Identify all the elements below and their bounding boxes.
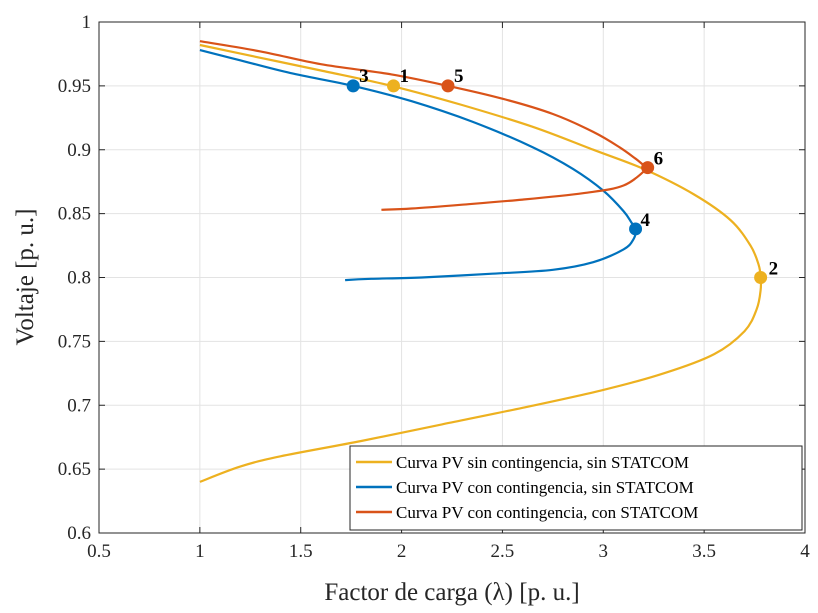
x-axis-title: Factor de carga (λ) [p. u.] bbox=[324, 579, 579, 606]
point-marker-6 bbox=[641, 161, 655, 175]
point-marker-1 bbox=[387, 79, 401, 93]
legend: Curva PV sin contingencia, sin STATCOM Cu… bbox=[349, 445, 803, 531]
y-tick-label: 0.75 bbox=[58, 331, 91, 352]
y-tick-label: 1 bbox=[82, 12, 92, 33]
point-marker-3 bbox=[346, 79, 360, 93]
point-label-3: 3 bbox=[359, 66, 369, 87]
point-label-6: 6 bbox=[654, 149, 664, 170]
y-tick-label: 0.8 bbox=[67, 268, 91, 289]
x-tick-label: 0.5 bbox=[87, 541, 111, 562]
y-tick-label: 0.7 bbox=[67, 395, 91, 416]
point-label-2: 2 bbox=[769, 259, 779, 280]
y-tick-label: 0.85 bbox=[58, 204, 91, 225]
x-tick-label: 2 bbox=[397, 541, 407, 562]
y-tick-label: 0.6 bbox=[67, 523, 91, 544]
series-line-2 bbox=[199, 49, 637, 282]
point-label-4: 4 bbox=[641, 210, 651, 231]
x-tick-label: 1 bbox=[195, 541, 205, 562]
x-tick-label: 3 bbox=[599, 541, 609, 562]
point-label-1: 1 bbox=[400, 66, 410, 87]
legend-box bbox=[349, 445, 803, 531]
y-tick-label: 0.65 bbox=[58, 459, 91, 480]
point-marker-5 bbox=[441, 79, 455, 93]
y-tick-label: 0.9 bbox=[67, 140, 91, 161]
series-line-3 bbox=[199, 40, 650, 211]
point-marker-2 bbox=[754, 271, 768, 284]
x-tick-label: 4 bbox=[800, 541, 810, 562]
legend-label-2: Curva PV con contingencia, sin STATCOM bbox=[396, 478, 694, 497]
legend-label-1: Curva PV sin contingencia, sin STATCOM bbox=[396, 453, 689, 472]
point-marker-4 bbox=[629, 222, 643, 236]
points-layer: 1 2 3 4 5 6 bbox=[346, 66, 779, 284]
point-label-5: 5 bbox=[454, 66, 464, 87]
x-tick-label: 1.5 bbox=[289, 541, 313, 562]
y-tick-label: 0.95 bbox=[58, 76, 91, 97]
legend-label-3: Curva PV con contingencia, con STATCOM bbox=[396, 503, 698, 522]
ticks-layer: 0.5 1 1.5 2 2.5 3 3.5 4 0.6 0.65 0.7 0.75 0.8 0.85 0.9… bbox=[58, 12, 811, 562]
y-axis-title: Voltaje [p. u.] bbox=[12, 208, 39, 345]
x-tick-label: 3.5 bbox=[692, 541, 716, 562]
x-tick-label: 2.5 bbox=[491, 541, 515, 562]
